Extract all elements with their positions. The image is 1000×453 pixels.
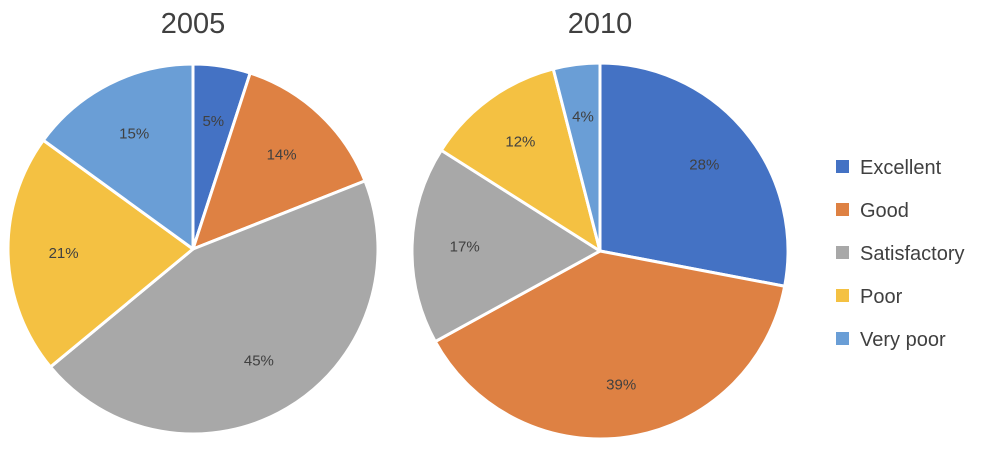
pie-chart-2005: 2005 5% 14% 45% 21% 15% xyxy=(6,8,380,436)
legend-label-very-poor: Very poor xyxy=(860,329,946,351)
legend-label-satisfactory: Satisfactory xyxy=(860,243,964,265)
pie-chart-2010: 2010 28% 39% 17% 12% 4% xyxy=(410,8,790,441)
pie-slice-2010-good xyxy=(433,249,787,441)
slice-label-2005-very-poor: 15% xyxy=(119,126,149,143)
slice-label-2010-excellent: 28% xyxy=(689,157,719,174)
slice-label-2005-satisfactory: 45% xyxy=(244,353,274,370)
legend-swatch-poor xyxy=(836,289,849,302)
pie-labels-2005: 5% 14% 45% 21% 15% xyxy=(49,113,297,369)
legend-swatch-excellent xyxy=(836,160,849,173)
legend-swatch-good xyxy=(836,203,849,216)
pie-slice-2010-satisfactory xyxy=(410,148,602,344)
slice-label-2005-poor: 21% xyxy=(49,245,79,262)
pie-slice-2010-poor xyxy=(439,67,602,253)
slice-label-2010-poor: 12% xyxy=(505,134,535,151)
pie-slice-2010-excellent xyxy=(598,61,790,288)
slice-label-2010-satisfactory: 17% xyxy=(450,239,480,256)
slice-label-2010-good: 39% xyxy=(606,377,636,394)
legend: Excellent Good Satisfactory Poor Very poor xyxy=(836,157,964,351)
chart-title-2010: 2010 xyxy=(568,8,633,40)
legend-swatch-satisfactory xyxy=(836,246,849,259)
pie-slices-2010 xyxy=(410,61,790,441)
slice-label-2005-good: 14% xyxy=(267,147,297,164)
slice-label-2005-excellent: 5% xyxy=(202,113,224,130)
legend-label-good: Good xyxy=(860,200,909,222)
pie-labels-2010: 28% 39% 17% 12% 4% xyxy=(450,109,720,394)
pie-slice-2005-satisfactory xyxy=(48,179,380,436)
chart-title-2005: 2005 xyxy=(161,8,226,40)
pie-slices-2005 xyxy=(6,62,380,436)
pie-slice-2010-very-poor xyxy=(551,61,602,253)
legend-label-excellent: Excellent xyxy=(860,157,942,179)
pie-slice-2005-good xyxy=(191,71,367,251)
legend-swatch-very-poor xyxy=(836,332,849,345)
legend-label-poor: Poor xyxy=(860,286,903,308)
pie-slice-2005-poor xyxy=(6,138,195,369)
pie-slice-2005-very-poor xyxy=(41,62,195,251)
slice-label-2010-very-poor: 4% xyxy=(572,109,594,126)
